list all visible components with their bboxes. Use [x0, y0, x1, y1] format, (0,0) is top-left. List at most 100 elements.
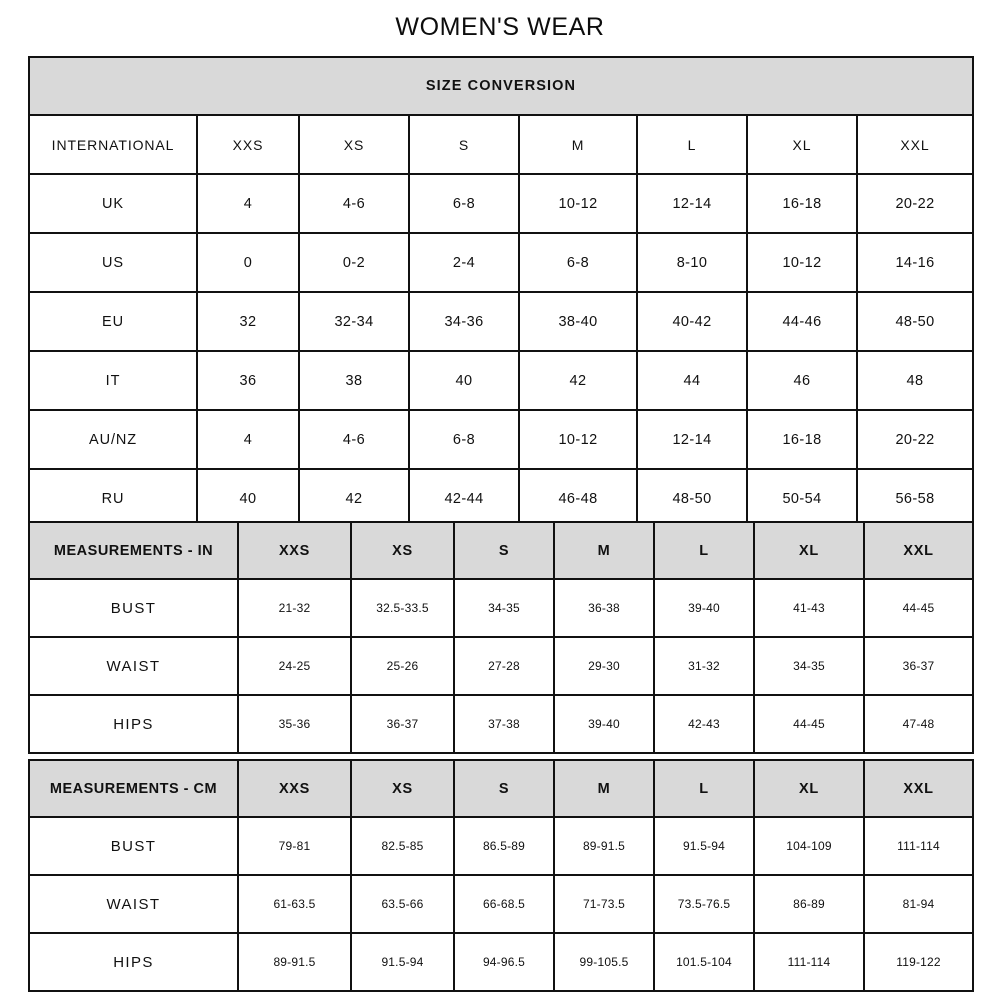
cell-cm-bust-s: 86.5-89 — [453, 816, 555, 876]
measurements-in-table: MEASUREMENTS - IN XXS XS S M L XL XXL BU… — [28, 521, 974, 754]
cell-in-bust-xxl: 44-45 — [863, 578, 974, 638]
column-header-cm-xxs: XXS — [237, 759, 352, 818]
cell-cm-bust-xs: 82.5-85 — [350, 816, 455, 876]
table-header-row: INTERNATIONAL XXS XS S M L XL XXL — [28, 114, 974, 175]
column-header-xl: XL — [746, 114, 858, 175]
cell-cm-waist-xxl: 81-94 — [863, 874, 974, 934]
cell-cm-waist-xs: 63.5-66 — [350, 874, 455, 934]
cell-eu-l: 40-42 — [636, 291, 748, 352]
cell-it-xxs: 36 — [196, 350, 300, 411]
cell-us-xxs: 0 — [196, 232, 300, 293]
cell-cm-bust-xxs: 79-81 — [237, 816, 352, 876]
table-row: UK 4 4-6 6-8 10-12 12-14 16-18 20-22 — [28, 173, 974, 234]
cell-cm-hips-m: 99-105.5 — [553, 932, 655, 992]
table-row: BUST 21-32 32.5-33.5 34-35 36-38 39-40 4… — [28, 578, 974, 638]
cell-in-bust-l: 39-40 — [653, 578, 755, 638]
cell-cm-hips-l: 101.5-104 — [653, 932, 755, 992]
row-label-ru: RU — [28, 468, 198, 529]
cell-aunz-s: 6-8 — [408, 409, 520, 470]
row-label-eu: EU — [28, 291, 198, 352]
cell-aunz-xxs: 4 — [196, 409, 300, 470]
table-row: IT 36 38 40 42 44 46 48 — [28, 350, 974, 411]
column-header-cm-xxl: XXL — [863, 759, 974, 818]
cell-in-waist-xl: 34-35 — [753, 636, 865, 696]
column-header-measurements-in: MEASUREMENTS - IN — [28, 521, 239, 580]
cell-it-xs: 38 — [298, 350, 410, 411]
cell-aunz-xl: 16-18 — [746, 409, 858, 470]
cell-in-waist-s: 27-28 — [453, 636, 555, 696]
cell-uk-m: 10-12 — [518, 173, 638, 234]
column-header-l: L — [636, 114, 748, 175]
row-label-cm-bust: BUST — [28, 816, 239, 876]
cell-us-xl: 10-12 — [746, 232, 858, 293]
cell-in-hips-xxs: 35-36 — [237, 694, 352, 754]
cell-cm-bust-xl: 104-109 — [753, 816, 865, 876]
cell-aunz-xs: 4-6 — [298, 409, 410, 470]
row-label-aunz: AU/NZ — [28, 409, 198, 470]
cell-it-s: 40 — [408, 350, 520, 411]
cell-aunz-m: 10-12 — [518, 409, 638, 470]
column-header-in-xs: XS — [350, 521, 455, 580]
cell-ru-xs: 42 — [298, 468, 410, 529]
cell-in-bust-s: 34-35 — [453, 578, 555, 638]
cell-cm-hips-s: 94-96.5 — [453, 932, 555, 992]
cell-us-xxl: 14-16 — [856, 232, 974, 293]
column-header-international: INTERNATIONAL — [28, 114, 198, 175]
cell-cm-waist-xxs: 61-63.5 — [237, 874, 352, 934]
cell-eu-m: 38-40 — [518, 291, 638, 352]
cell-in-bust-m: 36-38 — [553, 578, 655, 638]
column-header-xxs: XXS — [196, 114, 300, 175]
column-header-in-xxl: XXL — [863, 521, 974, 580]
table-banner-row: SIZE CONVERSION — [28, 56, 974, 116]
measurements-cm-table-wrap: MEASUREMENTS - CM XXS XS S M L XL XXL BU… — [28, 759, 974, 992]
column-header-xs: XS — [298, 114, 410, 175]
row-label-us: US — [28, 232, 198, 293]
column-header-in-xl: XL — [753, 521, 865, 580]
table-row: RU 40 42 42-44 46-48 48-50 50-54 56-58 — [28, 468, 974, 529]
cell-cm-bust-l: 91.5-94 — [653, 816, 755, 876]
measurements-in-table-wrap: MEASUREMENTS - IN XXS XS S M L XL XXL BU… — [28, 521, 974, 754]
cell-in-hips-l: 42-43 — [653, 694, 755, 754]
table-row: HIPS 89-91.5 91.5-94 94-96.5 99-105.5 10… — [28, 932, 974, 992]
column-header-cm-m: M — [553, 759, 655, 818]
cell-it-l: 44 — [636, 350, 748, 411]
column-header-cm-s: S — [453, 759, 555, 818]
table-row: WAIST 24-25 25-26 27-28 29-30 31-32 34-3… — [28, 636, 974, 696]
cell-aunz-l: 12-14 — [636, 409, 748, 470]
table-row: US 0 0-2 2-4 6-8 8-10 10-12 14-16 — [28, 232, 974, 293]
cell-in-bust-xl: 41-43 — [753, 578, 865, 638]
cell-it-xxl: 48 — [856, 350, 974, 411]
table-row: BUST 79-81 82.5-85 86.5-89 89-91.5 91.5-… — [28, 816, 974, 876]
table-row: AU/NZ 4 4-6 6-8 10-12 12-14 16-18 20-22 — [28, 409, 974, 470]
row-label-in-hips: HIPS — [28, 694, 239, 754]
row-label-cm-hips: HIPS — [28, 932, 239, 992]
cell-uk-xl: 16-18 — [746, 173, 858, 234]
cell-uk-s: 6-8 — [408, 173, 520, 234]
column-header-m: M — [518, 114, 638, 175]
cell-eu-xs: 32-34 — [298, 291, 410, 352]
size-conversion-banner: SIZE CONVERSION — [28, 56, 974, 116]
cell-in-hips-xl: 44-45 — [753, 694, 865, 754]
cell-cm-hips-xxl: 119-122 — [863, 932, 974, 992]
cell-in-waist-xs: 25-26 — [350, 636, 455, 696]
column-header-cm-l: L — [653, 759, 755, 818]
cell-in-bust-xs: 32.5-33.5 — [350, 578, 455, 638]
cell-eu-xxl: 48-50 — [856, 291, 974, 352]
size-conversion-table-wrap: SIZE CONVERSION INTERNATIONAL XXS XS S M… — [28, 56, 974, 529]
cell-cm-hips-xxs: 89-91.5 — [237, 932, 352, 992]
cell-in-hips-s: 37-38 — [453, 694, 555, 754]
cell-uk-xxs: 4 — [196, 173, 300, 234]
cell-cm-waist-xl: 86-89 — [753, 874, 865, 934]
row-label-in-bust: BUST — [28, 578, 239, 638]
cell-cm-waist-l: 73.5-76.5 — [653, 874, 755, 934]
cell-us-m: 6-8 — [518, 232, 638, 293]
cell-in-waist-l: 31-32 — [653, 636, 755, 696]
cell-it-m: 42 — [518, 350, 638, 411]
column-header-cm-xs: XS — [350, 759, 455, 818]
cell-eu-xxs: 32 — [196, 291, 300, 352]
cell-uk-xxl: 20-22 — [856, 173, 974, 234]
row-label-uk: UK — [28, 173, 198, 234]
cell-us-s: 2-4 — [408, 232, 520, 293]
cell-in-waist-m: 29-30 — [553, 636, 655, 696]
